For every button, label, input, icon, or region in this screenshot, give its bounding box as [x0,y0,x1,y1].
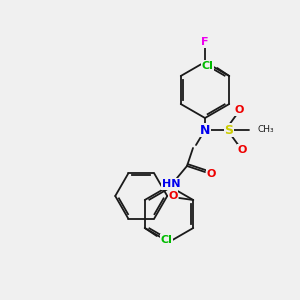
Text: O: O [206,169,216,179]
Text: CH₃: CH₃ [257,125,274,134]
Text: O: O [234,105,244,115]
Text: N: N [200,124,210,136]
Text: O: O [169,191,178,201]
Text: HN: HN [162,179,180,189]
Text: Cl: Cl [201,61,213,71]
Text: O: O [237,145,247,155]
Text: F: F [201,37,209,47]
Text: Cl: Cl [161,235,173,245]
Text: S: S [224,124,233,136]
